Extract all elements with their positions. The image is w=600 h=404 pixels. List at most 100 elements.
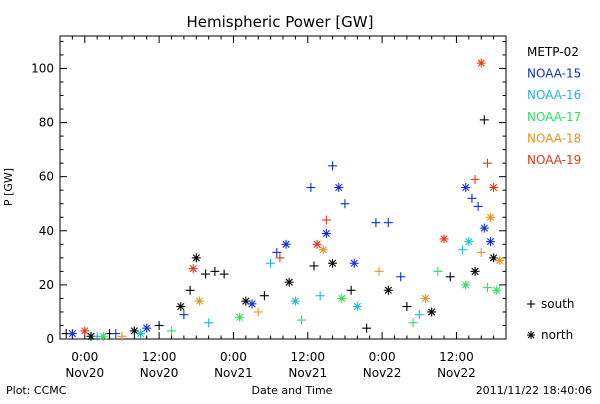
south-point-noaa-15 xyxy=(328,161,338,171)
south-point-metp-02 xyxy=(201,269,211,279)
south-point-noaa-18 xyxy=(374,266,384,276)
north-point-noaa-18 xyxy=(318,245,328,255)
north-point-noaa-18 xyxy=(420,293,430,303)
x-tick-time-label: 0:00 xyxy=(71,350,98,364)
x-tick-time-label: 12:00 xyxy=(290,350,325,364)
south-point-metp-02 xyxy=(479,115,489,125)
north-point-noaa-15 xyxy=(281,239,291,249)
chart-title: Hemispheric Power [GW] xyxy=(187,13,374,31)
north-point-noaa-15 xyxy=(486,237,496,247)
south-point-noaa-17 xyxy=(408,318,418,328)
south-point-noaa-18 xyxy=(117,331,127,341)
south-point-metp-02 xyxy=(309,261,319,271)
south-point-noaa-18 xyxy=(476,247,486,257)
legend: METP-02 NOAA-15 NOAA-16 NOAA-17 NOAA-18 NOAA-… xyxy=(527,45,581,167)
x-tick-time-label: 0:00 xyxy=(369,350,396,364)
north-point-noaa-18 xyxy=(194,296,204,306)
south-point-noaa-15 xyxy=(473,201,483,211)
north-point-noaa-16 xyxy=(136,329,146,339)
south-point-noaa-19 xyxy=(470,174,480,184)
south-point-metp-02 xyxy=(346,285,356,295)
legend-entry-noaa-17: NOAA-17 xyxy=(527,110,581,124)
north-point-metp-02 xyxy=(176,302,186,312)
south-point-noaa-15 xyxy=(467,193,477,203)
south-point-metp-02 xyxy=(259,291,269,301)
south-point-metp-02 xyxy=(362,323,372,333)
plot-source: Plot: CCMC xyxy=(6,384,67,397)
north-point-noaa-19 xyxy=(439,234,449,244)
north-point-noaa-18 xyxy=(486,212,496,222)
x-axis: 0:00 Nov20 12:00 Nov20 0:00 Nov21 12:00 Nov21 0:… xyxy=(59,36,507,380)
south-point-noaa-17 xyxy=(297,315,307,325)
y-tick-label: 60 xyxy=(39,170,54,184)
south-point-noaa-17 xyxy=(167,326,176,336)
north-point-noaa-15 xyxy=(247,299,257,309)
south-point-noaa-16 xyxy=(266,258,276,268)
north-point-noaa-19 xyxy=(188,264,198,274)
south-point-noaa-19 xyxy=(275,253,285,263)
y-tick-label: 40 xyxy=(39,224,54,238)
south-point-noaa-17 xyxy=(482,283,492,293)
x-tick-date-label: Nov20 xyxy=(140,366,179,380)
south-point-noaa-16 xyxy=(414,310,424,320)
x-tick-time-label: 0:00 xyxy=(220,350,247,364)
north-point-noaa-17 xyxy=(98,331,108,341)
south-point-noaa-16 xyxy=(315,291,325,301)
north-point-noaa-15 xyxy=(461,183,471,192)
south-point-noaa-19 xyxy=(321,215,331,225)
plus-symbol-icon xyxy=(527,300,535,308)
north-point-noaa-15 xyxy=(67,329,77,339)
south-point-noaa-15 xyxy=(340,199,350,209)
legend-entry-noaa-19: NOAA-19 xyxy=(527,153,581,167)
north-point-noaa-17 xyxy=(235,312,245,322)
x-tick-date-label: Nov22 xyxy=(363,366,402,380)
north-point-metp-02 xyxy=(383,285,393,295)
y-tick-label: 20 xyxy=(39,278,54,292)
north-point-noaa-19 xyxy=(476,58,486,68)
north-point-noaa-17 xyxy=(492,285,502,295)
south-point-noaa-15 xyxy=(371,218,381,228)
south-point-noaa-16 xyxy=(458,245,468,255)
south-point-noaa-17 xyxy=(433,266,443,276)
south-point-metp-02 xyxy=(445,272,455,282)
south-point-metp-02 xyxy=(219,269,229,279)
legend-entry-noaa-15: NOAA-15 xyxy=(527,67,581,81)
data-points xyxy=(61,58,505,341)
marker-legend-label-south: south xyxy=(541,297,575,311)
north-point-noaa-19 xyxy=(80,326,90,336)
y-tick-label: 80 xyxy=(39,116,54,130)
x-tick-time-label: 12:00 xyxy=(439,350,474,364)
north-point-metp-02 xyxy=(427,307,437,317)
south-point-noaa-18 xyxy=(253,307,263,317)
x-tick-time-label: 12:00 xyxy=(142,350,177,364)
south-point-noaa-19 xyxy=(482,158,492,168)
x-tick-date-label: Nov21 xyxy=(214,366,253,380)
marker-legend: south north xyxy=(527,297,575,342)
y-axis: 0 20 40 60 80 100 xyxy=(31,40,506,346)
north-point-noaa-18 xyxy=(495,256,505,266)
south-point-noaa-15 xyxy=(179,310,189,320)
x-tick-date-label: Nov22 xyxy=(437,366,476,380)
plot-frame xyxy=(59,35,507,340)
north-point-metp-02 xyxy=(328,258,338,268)
north-point-noaa-15 xyxy=(334,183,344,192)
asterisk-symbol-icon xyxy=(527,331,535,339)
south-point-metp-02 xyxy=(402,302,412,312)
north-point-noaa-15 xyxy=(349,258,359,268)
marker-legend-label-north: north xyxy=(541,328,573,342)
north-point-noaa-19 xyxy=(489,183,499,192)
x-axis-label: Date and Time xyxy=(252,384,333,397)
north-point-metp-02 xyxy=(284,277,294,287)
y-tick-label: 100 xyxy=(31,61,54,75)
north-point-noaa-16 xyxy=(464,237,474,247)
south-point-metp-02 xyxy=(185,285,195,295)
plot-timestamp: 2011/11/22 18:40:06 xyxy=(476,384,592,397)
north-point-noaa-15 xyxy=(142,323,152,333)
north-point-noaa-16 xyxy=(352,302,362,312)
south-point-noaa-15 xyxy=(396,272,406,282)
north-point-noaa-15 xyxy=(479,223,489,233)
north-point-metp-02 xyxy=(470,266,480,276)
y-tick-label: 0 xyxy=(46,332,54,346)
